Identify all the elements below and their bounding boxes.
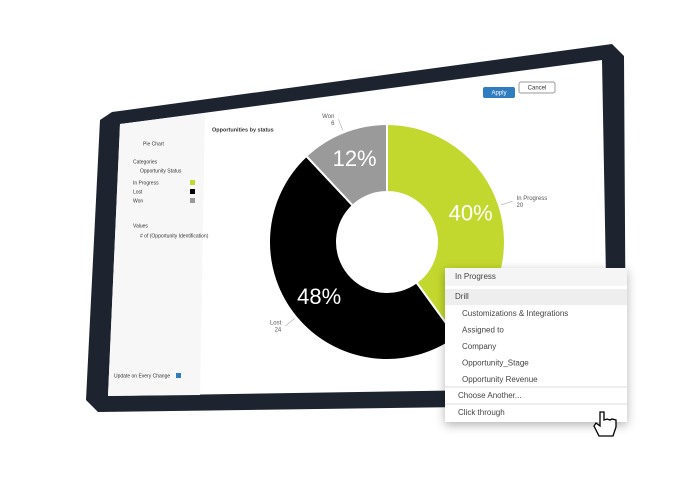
update-option[interactable]: Update on Every Change xyxy=(114,373,170,379)
menu-item[interactable]: Opportunity Revenue xyxy=(462,375,538,384)
menu-item[interactable]: Customizations & Integrations xyxy=(462,309,568,318)
update-checkbox[interactable] xyxy=(176,373,181,378)
menu-header-bg xyxy=(445,268,627,286)
slice-percent: 48% xyxy=(297,284,341,309)
category-item: Lost xyxy=(133,189,143,195)
menu-section: Drill xyxy=(455,292,469,301)
slice-count: 20 xyxy=(517,203,524,209)
leader-line xyxy=(501,200,513,206)
slice-percent: 40% xyxy=(449,201,493,226)
leader-line xyxy=(338,119,344,131)
categories-title: Categories xyxy=(133,159,158,165)
apply-button[interactable] xyxy=(483,87,515,98)
chart-kind[interactable]: Pie Chart xyxy=(143,141,164,147)
donut-slice[interactable] xyxy=(268,154,458,361)
category-item: In Progress xyxy=(133,180,159,186)
cancel-label[interactable]: Cancel xyxy=(528,86,547,92)
slice-count: 24 xyxy=(275,328,282,334)
leader-line xyxy=(285,318,295,327)
menu-header: In Progress xyxy=(455,272,496,281)
menu-click[interactable]: Click through xyxy=(458,408,505,417)
slice-count: 6 xyxy=(331,121,335,127)
category-swatch xyxy=(190,189,195,194)
slice-name: In Progress xyxy=(517,196,548,202)
category-swatch xyxy=(190,198,195,203)
chart-title: Opportunities by status xyxy=(212,127,274,133)
menu-choose[interactable]: Choose Another... xyxy=(458,391,522,400)
menu-item[interactable]: Assigned to xyxy=(462,326,504,335)
category-swatch xyxy=(190,180,195,185)
category-item: Won xyxy=(133,198,143,204)
menu-item[interactable]: Opportunity_Stage xyxy=(462,359,529,368)
slice-percent: 12% xyxy=(333,146,377,171)
apply-label[interactable]: Apply xyxy=(491,91,506,97)
slice-name: Lost xyxy=(270,321,282,327)
hand-cursor xyxy=(593,411,617,437)
menu-items: Customizations & Integrations Assigned to… xyxy=(462,309,568,384)
value-field: # of (Opportunity Identification) xyxy=(140,233,209,239)
values-title: Values xyxy=(133,223,148,229)
category-field: Opportunity Status xyxy=(140,168,182,174)
menu-section-bg xyxy=(445,289,627,305)
slice-name: Won xyxy=(322,114,334,120)
cancel-button[interactable] xyxy=(518,81,556,94)
donut-slice[interactable] xyxy=(304,122,388,207)
side-panel xyxy=(108,113,205,396)
menu-item[interactable]: Company xyxy=(462,342,496,351)
